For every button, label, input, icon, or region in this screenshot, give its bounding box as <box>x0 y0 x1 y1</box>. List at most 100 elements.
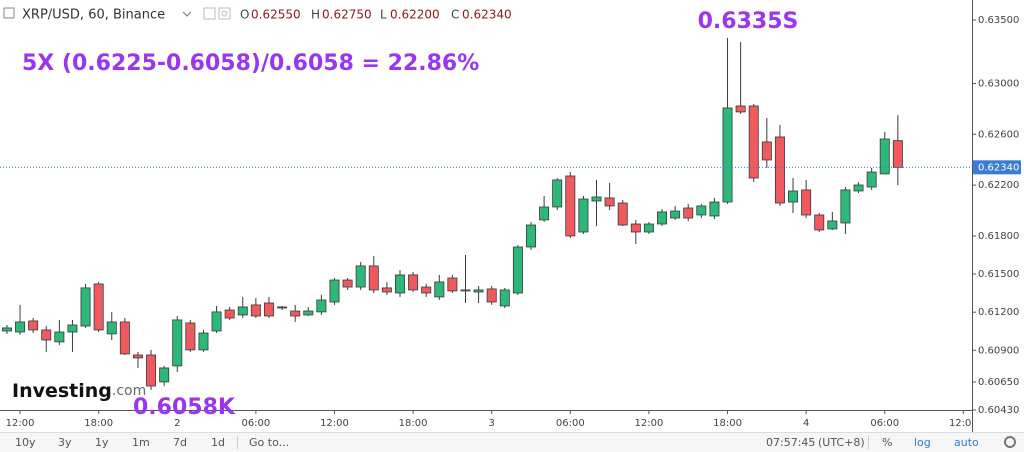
caret[interactable] <box>182 11 192 17</box>
candle-body <box>683 207 694 219</box>
x-tick-label: 2 <box>174 418 180 429</box>
x-tick-label: 12:00 <box>635 418 664 429</box>
candle-body <box>552 179 563 208</box>
range-button[interactable]: 1y <box>95 436 109 449</box>
y-tick-label: 0.63000 <box>978 78 1019 89</box>
x-tick-label: 06:00 <box>241 418 270 429</box>
candle-body <box>381 287 392 293</box>
candle-body <box>591 196 602 202</box>
candle-body <box>761 141 772 161</box>
scale-button[interactable]: log <box>914 436 931 449</box>
candle-body <box>395 274 405 294</box>
candle-body <box>879 138 890 175</box>
candle-body <box>460 289 471 292</box>
candle-body <box>172 319 183 367</box>
icon <box>221 10 228 17</box>
candle-body <box>316 299 327 313</box>
candle-body <box>788 190 799 203</box>
ohlc-key: L <box>380 8 387 22</box>
goto-button[interactable]: Go to... <box>249 436 289 449</box>
candle-body <box>250 304 261 317</box>
candle-body <box>539 206 550 221</box>
candle-body <box>722 107 733 203</box>
range-button[interactable]: 1m <box>132 436 150 449</box>
last-price-tag <box>973 160 1021 175</box>
candle-body <box>146 354 157 387</box>
candle-body <box>159 367 170 383</box>
candle-body <box>827 220 838 230</box>
x-tick-label: 12:00 <box>949 418 978 429</box>
ohlc-value: 0.62200 <box>390 8 440 22</box>
candle-body <box>866 171 877 188</box>
clock: 07:57:45 <box>766 436 815 449</box>
candle-body <box>512 246 523 294</box>
candle-body <box>774 136 785 204</box>
candle-body <box>132 354 143 359</box>
x-tick-label: 3 <box>489 418 495 429</box>
candle-body <box>224 309 235 319</box>
ohlc-key: O <box>240 8 249 22</box>
candle-body <box>801 189 812 216</box>
candle-body <box>290 310 301 317</box>
y-tick-label: 0.62200 <box>978 180 1019 191</box>
candle-body <box>80 287 91 327</box>
candle-body <box>499 289 510 307</box>
candle-body <box>41 329 52 341</box>
candle-body <box>657 211 668 225</box>
timezone[interactable]: (UTC+8) <box>818 436 865 449</box>
candle-body <box>237 306 248 316</box>
y-tick-label: 0.61500 <box>978 269 1019 280</box>
candle-body <box>526 224 536 248</box>
ohlc-value: 0.62750 <box>322 8 372 22</box>
candle-body <box>892 140 903 168</box>
candle-body <box>198 332 209 351</box>
candle-body <box>696 205 707 216</box>
symbol: XRP/USD, 60, Binance <box>22 8 165 23</box>
candle-body <box>643 223 654 233</box>
candle-body <box>15 321 26 333</box>
ohlc-key: H <box>311 8 320 22</box>
y-tick-label: 0.60900 <box>978 345 1019 356</box>
candle-body <box>853 184 864 192</box>
candle-body <box>106 321 117 335</box>
x-tick-label: 12:00 <box>320 418 349 429</box>
candle-body <box>119 321 130 355</box>
candle-body <box>185 322 196 351</box>
candle-body <box>840 189 851 224</box>
x-tick-label: 06:00 <box>556 418 585 429</box>
candle-body <box>303 310 314 316</box>
y-tick-label: 0.62600 <box>978 129 1019 140</box>
x-tick-label: 12:00 <box>6 418 35 429</box>
range-button[interactable]: 3y <box>58 436 72 449</box>
candle-body <box>408 274 419 291</box>
candle-body <box>342 279 353 288</box>
range-button[interactable]: 10y <box>15 436 36 449</box>
candle-body <box>211 311 222 332</box>
y-tick-label: 0.60650 <box>978 377 1019 388</box>
candle-body <box>54 331 65 343</box>
last-price-label: 0.62340 <box>978 162 1019 173</box>
icon[interactable] <box>218 7 231 20</box>
candle-body <box>565 175 576 237</box>
candle-body <box>709 201 720 217</box>
range-button[interactable]: 1d <box>211 436 225 449</box>
candle-body <box>421 286 432 294</box>
ohlc-value: 0.62340 <box>462 8 512 22</box>
logo: Investing.com <box>12 380 146 402</box>
candle-body <box>329 279 340 303</box>
icon[interactable] <box>203 7 216 20</box>
y-tick-label: 0.60430 <box>978 405 1019 416</box>
scale-button[interactable]: % <box>882 436 892 449</box>
range-button[interactable]: 7d <box>173 436 187 449</box>
x-tick-label: 18:00 <box>399 418 428 429</box>
candle-body <box>814 214 825 231</box>
candle-body <box>1 327 12 332</box>
settings-button[interactable] <box>1004 436 1016 448</box>
logo-suffix: .com <box>112 383 146 399</box>
candle-body <box>670 210 681 219</box>
scale-button[interactable]: auto <box>954 436 979 449</box>
annotation: 0.6335S <box>698 9 799 34</box>
toolbar-bg <box>0 432 1024 452</box>
